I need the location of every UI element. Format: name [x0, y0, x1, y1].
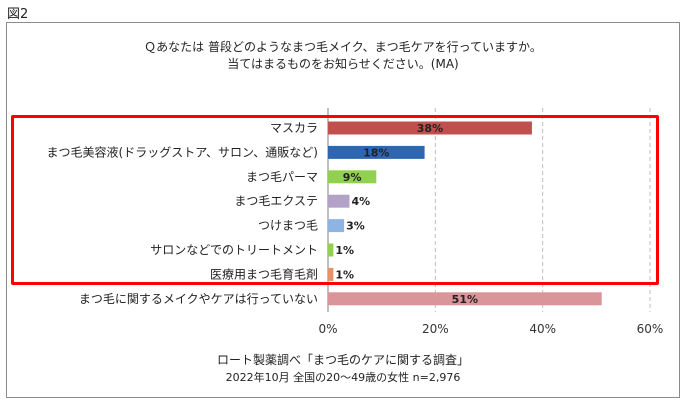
data-label: 4% — [351, 195, 370, 208]
x-tick-label: 20% — [422, 322, 449, 336]
bar — [328, 292, 602, 306]
data-label: 9% — [343, 171, 362, 184]
bar — [328, 121, 532, 135]
bar — [328, 243, 334, 257]
data-label: 3% — [346, 220, 365, 233]
category-label: 医療用まつ毛育毛剤 — [210, 266, 318, 281]
bar — [328, 219, 345, 233]
survey-note: 2022年10月 全国の20～49歳の女性 n=2,976 — [225, 371, 461, 384]
category-label: マスカラ — [270, 121, 318, 135]
category-label: つけまつ毛 — [258, 219, 318, 233]
data-label: 38% — [417, 122, 443, 135]
data-label: 1% — [335, 268, 354, 281]
x-tick-label: 40% — [529, 322, 556, 336]
x-tick-label: 60% — [637, 322, 664, 336]
category-label: まつ毛エクステ — [234, 194, 318, 208]
category-label: まつ毛パーマ — [246, 170, 318, 184]
x-tick-label: 0% — [318, 322, 337, 336]
category-label: サロンなどでのトリートメント — [150, 243, 318, 257]
data-label: 18% — [363, 146, 389, 159]
data-label: 1% — [335, 244, 354, 257]
bar — [328, 267, 334, 281]
chart-title: Ｑあなたは 普段どのようなまつ毛メイク、まつ毛ケアを行っていますか。 — [144, 40, 542, 54]
source-note: ロート製薬調べ「まつ毛のケアに関する調査」 — [216, 353, 469, 367]
category-label: まつ毛美容液(ドラッグストア、サロン、通販など) — [47, 144, 318, 159]
bar — [328, 145, 425, 159]
bar — [328, 170, 377, 184]
chart-frame — [6, 22, 680, 398]
chart-subtitle: 当てはまるものをお知らせください。(MA) — [227, 57, 459, 71]
bar — [328, 194, 350, 208]
category-label: まつ毛に関するメイクやケアは行っていない — [79, 292, 318, 306]
figure-label: 図2 — [7, 7, 29, 22]
data-label: 51% — [452, 293, 478, 306]
highlight-box — [11, 115, 659, 285]
